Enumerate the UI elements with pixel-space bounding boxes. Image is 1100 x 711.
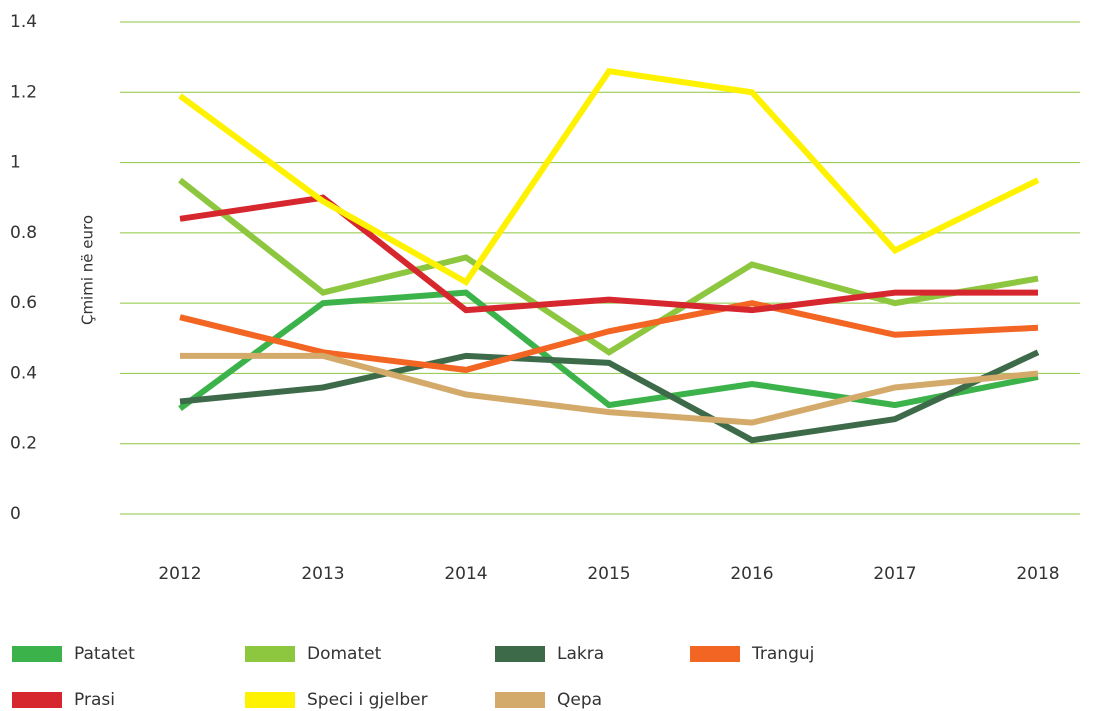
legend-swatch — [495, 646, 545, 662]
legend-label: Prasi — [74, 690, 115, 710]
y-axis-label: Çmimi në euro — [79, 215, 97, 325]
series-line — [179, 300, 1039, 373]
x-tick-label: 2016 — [730, 564, 773, 584]
legend-label: Speci i gjelber — [307, 690, 428, 710]
legend-swatch — [690, 646, 740, 662]
legend-label: Domatet — [307, 644, 382, 664]
y-tick-label: 0.6 — [10, 293, 37, 313]
series-line — [178, 289, 1039, 411]
legend-label: Lakra — [557, 644, 604, 664]
y-tick-label: 0.4 — [10, 363, 37, 383]
legend-label: Qepa — [557, 690, 602, 710]
legend-label: Tranguj — [751, 644, 814, 664]
x-tick-label: 2017 — [873, 564, 916, 584]
y-tick-label: 0 — [10, 504, 21, 524]
x-tick-label: 2018 — [1016, 564, 1059, 584]
x-tick-label: 2012 — [158, 564, 201, 584]
y-tick-label: 0.2 — [10, 434, 37, 454]
y-tick-label: 1.2 — [10, 82, 37, 102]
legend-swatch — [12, 646, 62, 662]
legend-swatch — [12, 692, 62, 708]
series-line — [178, 67, 1040, 287]
x-tick-label: 2013 — [301, 564, 344, 584]
legend-swatch — [245, 646, 295, 662]
legend-label: Patatet — [74, 644, 135, 664]
series-line — [178, 177, 1039, 356]
series-line — [180, 352, 1039, 426]
series-line — [179, 194, 1038, 314]
x-tick-label: 2015 — [587, 564, 630, 584]
legend-swatch — [495, 692, 545, 708]
series-line — [179, 349, 1040, 444]
x-tick-label: 2014 — [444, 564, 487, 584]
y-tick-label: 1.4 — [10, 12, 37, 32]
legend-swatch — [245, 692, 295, 708]
y-tick-label: 0.8 — [10, 223, 37, 243]
y-tick-label: 1 — [10, 153, 21, 173]
